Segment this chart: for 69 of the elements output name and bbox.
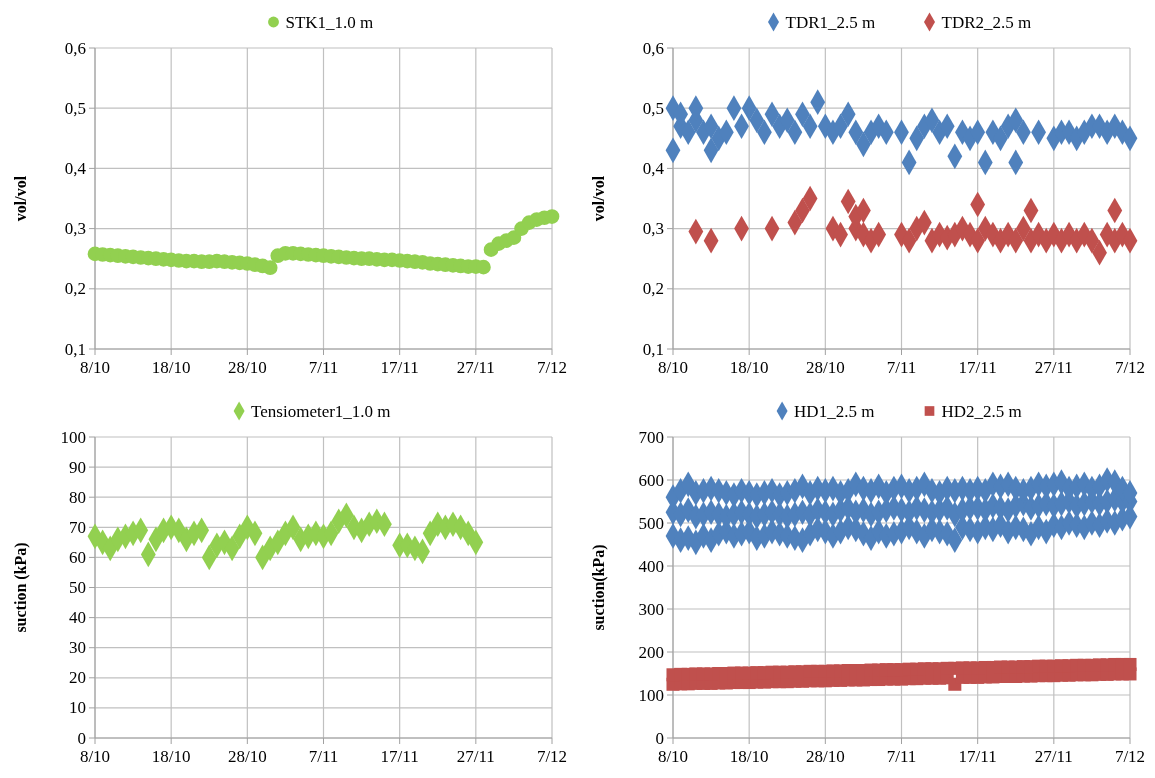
x-tick-label: 7/11 xyxy=(308,747,339,766)
y-axis-title: suction(kPa) xyxy=(589,544,608,631)
y-tick-label: 0,5 xyxy=(64,98,86,118)
legend-label: HD1_2.5 m xyxy=(794,401,875,421)
x-tick-label: 27/11 xyxy=(1034,747,1073,766)
y-tick-label: 700 xyxy=(638,427,664,447)
x-tick-label: 17/11 xyxy=(958,747,997,766)
y-tick-label: 50 xyxy=(69,578,86,597)
y-tick-label: 20 xyxy=(69,668,86,688)
x-tick-label: 27/11 xyxy=(1034,358,1073,377)
legend-label: HD2_2.5 m xyxy=(941,401,1022,421)
x-tick-label: 27/11 xyxy=(456,358,495,377)
y-tick-label: 0,2 xyxy=(64,279,86,299)
x-tick-label: 7/11 xyxy=(886,747,917,766)
x-tick-label: 17/11 xyxy=(380,358,419,377)
x-tick-label: 7/11 xyxy=(308,358,339,377)
y-tick-label: 60 xyxy=(69,547,86,567)
y-tick-label: 0,2 xyxy=(642,279,664,299)
y-tick-label: 10 xyxy=(69,698,86,718)
y-axis-title: suction (kPa) xyxy=(11,542,30,633)
x-tick-label: 28/10 xyxy=(227,358,267,377)
legend-label: STK1_1.0 m xyxy=(285,12,374,32)
x-tick-label: 28/10 xyxy=(227,747,267,766)
x-tick-label: 18/10 xyxy=(729,747,769,766)
legend-label: TDR1_2.5 m xyxy=(785,12,876,32)
x-tick-label: 18/10 xyxy=(151,747,191,766)
x-tick-label: 27/11 xyxy=(456,747,495,766)
y-tick-label: 600 xyxy=(638,470,664,490)
x-tick-label: 7/12 xyxy=(1114,747,1146,766)
y-tick-label: 40 xyxy=(69,608,86,628)
y-tick-label: 90 xyxy=(69,457,86,477)
y-tick-label: 200 xyxy=(638,642,664,662)
y-tick-label: 0,1 xyxy=(64,339,86,359)
x-tick-label: 7/12 xyxy=(536,747,568,766)
y-tick-label: 300 xyxy=(638,599,664,619)
x-tick-label: 8/10 xyxy=(657,358,689,377)
x-tick-label: 7/12 xyxy=(536,358,568,377)
y-tick-label: 0,3 xyxy=(642,219,664,239)
y-tick-label: 0,1 xyxy=(642,339,664,359)
y-tick-label: 0,4 xyxy=(642,158,665,178)
y-tick-label: 500 xyxy=(638,513,664,533)
y-tick-label: 30 xyxy=(69,638,86,658)
x-tick-label: 8/10 xyxy=(657,747,689,766)
legend-label: Tensiometer1_1.0 m xyxy=(251,401,391,421)
y-tick-label: 80 xyxy=(69,487,86,507)
x-tick-label: 28/10 xyxy=(805,358,845,377)
y-tick-label: 0 xyxy=(655,728,664,748)
x-tick-label: 18/10 xyxy=(729,358,769,377)
x-tick-label: 28/10 xyxy=(805,747,845,766)
x-tick-label: 18/10 xyxy=(151,358,191,377)
y-tick-label: 70 xyxy=(69,517,86,537)
y-tick-label: 0,4 xyxy=(64,158,87,178)
x-tick-label: 8/10 xyxy=(79,747,111,766)
y-tick-label: 400 xyxy=(638,556,664,576)
x-tick-label: 7/12 xyxy=(1114,358,1146,377)
x-tick-label: 8/10 xyxy=(79,358,111,377)
y-tick-label: 0,3 xyxy=(64,219,86,239)
y-tick-label: 0,6 xyxy=(64,38,86,58)
x-tick-label: 17/11 xyxy=(958,358,997,377)
y-tick-label: 0,5 xyxy=(642,98,664,118)
x-tick-label: 17/11 xyxy=(380,747,419,766)
y-tick-label: 100 xyxy=(60,427,86,447)
x-tick-label: 7/11 xyxy=(886,358,917,377)
y-axis-title: vol/vol xyxy=(589,175,607,222)
y-tick-label: 0,6 xyxy=(642,38,664,58)
legend-label: TDR2_2.5 m xyxy=(941,12,1032,32)
y-tick-label: 0 xyxy=(77,728,86,748)
y-tick-label: 100 xyxy=(638,685,664,705)
y-axis-title: vol/vol xyxy=(11,175,29,222)
